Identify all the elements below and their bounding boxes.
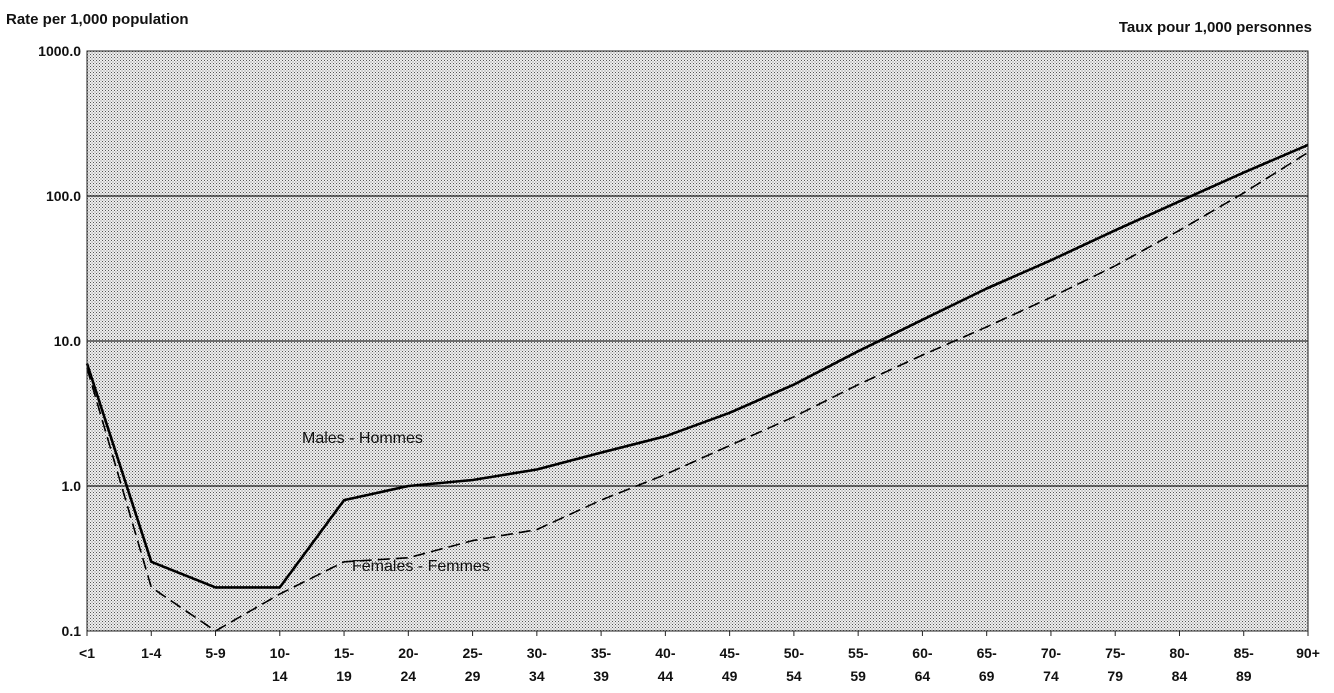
- x-tick-label: 70-: [1041, 645, 1062, 661]
- x-tick-label: 25-: [462, 645, 483, 661]
- series-group: [85, 143, 1309, 632]
- x-tick-label: 44: [658, 668, 674, 684]
- x-tick-label: 5-9: [205, 645, 225, 661]
- x-tick-label: 50-: [784, 645, 805, 661]
- x-tick-label: 29: [465, 668, 481, 684]
- x-tick-label: 1-4: [141, 645, 161, 661]
- series-label-males: Males - Hommes: [302, 430, 423, 447]
- x-tick-label: <1: [79, 645, 95, 661]
- y-tick-label: 0.1: [62, 623, 82, 639]
- x-tick-label: 60-: [912, 645, 933, 661]
- x-tick-label: 19: [336, 668, 352, 684]
- x-tick-label: 79: [1107, 668, 1123, 684]
- y-tick-label: 1000.0: [38, 43, 81, 59]
- x-tick-label: 30-: [527, 645, 548, 661]
- x-tick-label: 39: [593, 668, 609, 684]
- gridlines: [87, 195, 1308, 487]
- x-tick-label: 59: [850, 668, 866, 684]
- x-tick-label: 65-: [977, 645, 998, 661]
- y-axis-label-left: Rate per 1,000 population: [6, 11, 189, 28]
- x-tick-label: 69: [979, 668, 995, 684]
- x-tick-label: 14: [272, 668, 288, 684]
- x-tick-label: 45-: [720, 645, 741, 661]
- x-tick-label: 85-: [1234, 645, 1255, 661]
- x-tick-label: 49: [722, 668, 738, 684]
- series-labels: Males - Hommes Females - Femmes: [302, 430, 490, 575]
- x-tick-label: 20-: [398, 645, 419, 661]
- x-tick-label: 90+: [1296, 645, 1320, 661]
- x-tick-label: 34: [529, 668, 545, 684]
- x-tick-label: 75-: [1105, 645, 1126, 661]
- x-tick-label: 64: [915, 668, 931, 684]
- x-tick-label: 40-: [655, 645, 676, 661]
- x-tick-label: 10-: [270, 645, 291, 661]
- y-tick-label: 100.0: [46, 188, 81, 204]
- y-tick-label: 1.0: [62, 478, 82, 494]
- plot-frame: [86, 50, 1309, 632]
- x-tick-label: 24: [401, 668, 417, 684]
- x-tick-label: 35-: [591, 645, 612, 661]
- x-tick-label: 80-: [1169, 645, 1190, 661]
- x-tick-label: 54: [786, 668, 802, 684]
- x-tick-label: 55-: [848, 645, 869, 661]
- series-label-females: Females - Femmes: [352, 558, 490, 575]
- x-axis-ticks: <1 1-4 5-9 10- 14 15- 19 20- 24 25- 29 30- 34 35- 39 40…: [79, 631, 1320, 684]
- x-tick-label: 74: [1043, 668, 1059, 684]
- y-tick-label: 10.0: [54, 333, 81, 349]
- x-tick-label: 84: [1172, 668, 1188, 684]
- y-axis-ticks: 0.1 1.0 10.0 100.0 1000.0: [38, 43, 81, 639]
- x-tick-label: 15-: [334, 645, 355, 661]
- x-tick-label: 89: [1236, 668, 1252, 684]
- series-line-males: [85, 143, 1309, 589]
- y-axis-label-right: Taux pour 1,000 personnes: [1119, 19, 1312, 36]
